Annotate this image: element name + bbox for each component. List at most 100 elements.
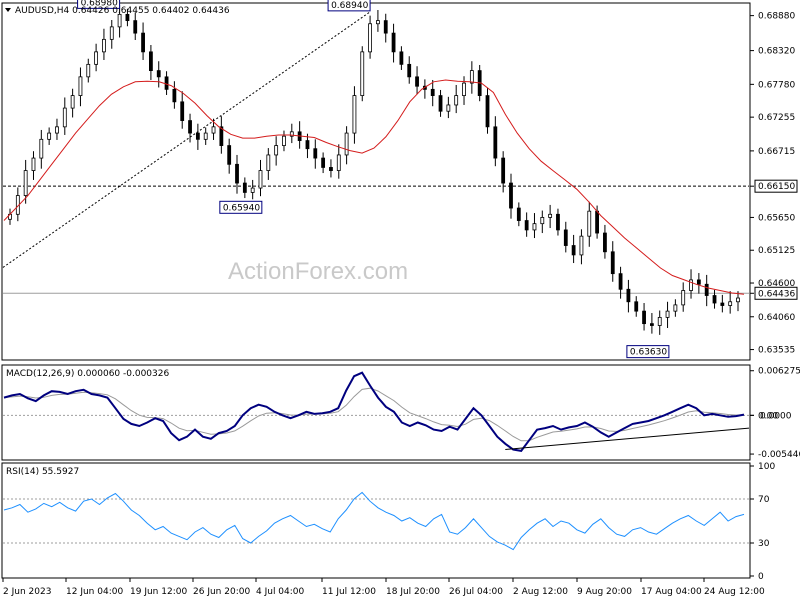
candle-body (509, 182, 513, 209)
price-tick-label: 0.63535 (758, 346, 795, 356)
macd-tick-label: 0.006275 (758, 367, 800, 377)
candle-body (149, 51, 153, 72)
candle-body (469, 70, 474, 84)
price-tick-label: 0.67780 (758, 80, 795, 90)
time-tick-label: 2 Jun 2023 (3, 587, 51, 597)
price-tick-label: 0.64600 (758, 279, 795, 289)
time-tick-label: 2 Aug 12:00 (513, 587, 568, 597)
price-tick-label: 0.64060 (758, 313, 795, 323)
candle-body (454, 95, 459, 106)
candle-body (696, 279, 701, 285)
candle-body (665, 310, 670, 318)
candle-body (595, 210, 599, 234)
candle-body (399, 51, 404, 65)
candle-body (94, 51, 99, 65)
price-highlight-box (754, 286, 798, 300)
candle-body (55, 126, 59, 134)
candle-body (642, 310, 646, 325)
candle-body (156, 70, 161, 78)
candle-body (524, 220, 529, 231)
candle-body (227, 145, 232, 165)
candle-body (235, 163, 239, 184)
candle-body (446, 104, 451, 112)
price-tick-label: 0.66150 (758, 182, 795, 192)
price-label: 0.68940 (331, 1, 368, 11)
candle-body (141, 32, 145, 53)
candle-body (211, 126, 216, 134)
candle-body (164, 76, 169, 90)
candle-body (407, 63, 412, 78)
candle-body (634, 301, 639, 312)
price-label-box (219, 200, 263, 214)
price-label: 0.65940 (223, 203, 260, 213)
price-label: 0.68980 (81, 0, 118, 8)
candle-body (282, 135, 286, 146)
candle-body (391, 32, 396, 53)
candle-body (649, 323, 654, 326)
candle-body (62, 107, 67, 128)
candle-body (125, 13, 130, 22)
candle-body (274, 145, 279, 156)
candle-body (603, 232, 607, 253)
candle-body (242, 182, 247, 193)
candle-body (336, 154, 341, 171)
candle-body (376, 20, 380, 25)
candle-body (23, 170, 28, 196)
rsi-tick-label: 30 (758, 539, 770, 549)
time-tick-label: 12 Jun 04:00 (66, 587, 123, 597)
price-tick-label: 0.68880 (758, 12, 795, 22)
candle-body (47, 132, 52, 140)
candle-body (352, 95, 357, 134)
price-trendline (2, 11, 371, 268)
candle-body (321, 157, 326, 168)
candle-body (415, 76, 419, 87)
symbol-label: AUDUSD,H4 0.64426 0.64455 0.64402 0.6443… (15, 6, 230, 16)
candle-body (689, 279, 693, 291)
candle-body (360, 51, 365, 96)
candle-body (172, 88, 177, 103)
candle-body (289, 131, 294, 137)
time-tick-label: 26 Jul 04:00 (449, 587, 503, 597)
candle-body (657, 316, 662, 326)
rsi-tick-label: 0 (758, 572, 764, 582)
candle-body (219, 126, 224, 146)
rsi-tick-label: 100 (758, 462, 775, 472)
candle-body (462, 82, 466, 96)
time-tick-label: 26 Jun 20:00 (193, 587, 250, 597)
candle-body (438, 95, 443, 112)
candle-body (556, 213, 560, 231)
candle-body (102, 38, 106, 53)
candle-body (587, 210, 592, 237)
rsi-label: RSI(14) 55.5927 (6, 467, 79, 477)
price-tick-label: 0.64436 (758, 289, 795, 299)
candle-body (736, 297, 740, 303)
candles (8, 5, 740, 335)
candle-body (626, 288, 631, 303)
rsi-axis: 100 70 30 0 (750, 462, 775, 582)
macd-tick-label: 0.00 (758, 411, 778, 421)
rsi-panel (1, 462, 751, 579)
price-label: 0.63630 (630, 348, 667, 358)
candle-body (383, 20, 388, 34)
candle-body (250, 187, 255, 193)
time-tick-label: 9 Aug 20:00 (577, 587, 632, 597)
candle-body (109, 26, 114, 40)
macd-label: MACD(12,26,9) 0.000060 -0.000326 (6, 369, 169, 379)
candle-body (313, 148, 318, 159)
symbol-menu-icon[interactable] (5, 8, 11, 12)
dotted-trendline (2, 11, 371, 268)
price-label-box (327, 0, 371, 12)
time-tick-label: 17 Aug 04:00 (641, 587, 702, 597)
candle-body (712, 295, 717, 304)
candle-body (704, 283, 709, 296)
candle-body (501, 157, 506, 184)
macd-panel (1, 364, 751, 461)
candle-body (728, 301, 733, 306)
macd-lines (3, 371, 750, 452)
price-tick-label: 0.68320 (758, 47, 795, 57)
time-tick-label: 18 Jul 20:00 (386, 587, 440, 597)
price-panel (1, 2, 751, 361)
rsi-tick-label: 70 (758, 495, 770, 505)
candle-body (344, 132, 349, 156)
